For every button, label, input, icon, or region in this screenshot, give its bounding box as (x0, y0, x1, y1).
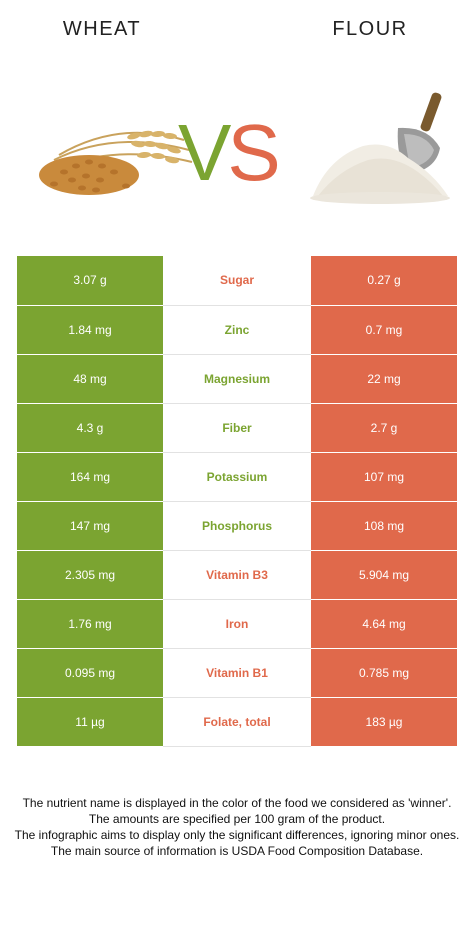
flour-value: 183 µg (311, 697, 457, 747)
flour-value: 0.785 mg (311, 648, 457, 698)
nutrient-name: Zinc (163, 305, 311, 355)
flour-value: 4.64 mg (311, 599, 457, 649)
nutrient-name: Magnesium (163, 354, 311, 404)
wheat-value: 164 mg (17, 452, 163, 502)
footer-line: The main source of information is USDA F… (50, 844, 424, 858)
flour-value: 107 mg (311, 452, 457, 502)
nutrient-name: Iron (163, 599, 311, 649)
flour-value: 5.904 mg (311, 550, 457, 600)
table-row: 11 µg Folate, total 183 µg (17, 697, 457, 747)
nutrient-name: Vitamin B3 (163, 550, 311, 600)
flour-value: 0.27 g (311, 256, 457, 306)
vs-s: S (227, 108, 280, 197)
right-food-title: FLOUR (332, 18, 408, 40)
nutrient-name: Vitamin B1 (163, 648, 311, 698)
table-row: 147 mg Phosphorus 108 mg (17, 501, 457, 551)
wheat-value: 2.305 mg (17, 550, 163, 600)
table-row: 0.095 mg Vitamin B1 0.785 mg (17, 648, 457, 698)
wheat-value: 48 mg (17, 354, 163, 404)
flour-value: 2.7 g (311, 403, 457, 453)
nutrient-name: Folate, total (163, 697, 311, 747)
nutrient-name: Sugar (163, 256, 311, 306)
flour-value: 108 mg (311, 501, 457, 551)
wheat-value: 4.3 g (17, 403, 163, 453)
wheat-value: 11 µg (17, 697, 163, 747)
table-row: 4.3 g Fiber 2.7 g (17, 403, 457, 453)
table-row: 1.84 mg Zinc 0.7 mg (17, 305, 457, 355)
footer-line: The amounts are specified per 100 gram o… (88, 812, 386, 826)
flour-scoop-image (310, 92, 450, 204)
table-row: 164 mg Potassium 107 mg (17, 452, 457, 502)
footer-notes: The nutrient name is displayed in the co… (14, 795, 460, 859)
wheat-grain-image (39, 130, 193, 195)
table-row: 2.305 mg Vitamin B3 5.904 mg (17, 550, 457, 600)
wheat-value: 1.76 mg (17, 599, 163, 649)
flour-value: 0.7 mg (311, 305, 457, 355)
wheat-value: 1.84 mg (17, 305, 163, 355)
table-row: 48 mg Magnesium 22 mg (17, 354, 457, 404)
footer-line: The nutrient name is displayed in the co… (22, 796, 452, 810)
footer-line: The infographic aims to display only the… (14, 828, 460, 842)
table-row: 3.07 g Sugar 0.27 g (17, 256, 457, 306)
vs-label: VS (178, 108, 298, 198)
table-row: 1.76 mg Iron 4.64 mg (17, 599, 457, 649)
wheat-value: 147 mg (17, 501, 163, 551)
flour-value: 22 mg (311, 354, 457, 404)
wheat-value: 3.07 g (17, 256, 163, 306)
nutrient-name: Phosphorus (163, 501, 311, 551)
left-food-title: WHEAT (62, 18, 142, 40)
nutrient-name: Fiber (163, 403, 311, 453)
wheat-value: 0.095 mg (17, 648, 163, 698)
vs-v: V (178, 108, 231, 197)
comparison-table: 3.07 g Sugar 0.27 g 1.84 mg Zinc 0.7 mg … (17, 256, 457, 747)
nutrient-name: Potassium (163, 452, 311, 502)
